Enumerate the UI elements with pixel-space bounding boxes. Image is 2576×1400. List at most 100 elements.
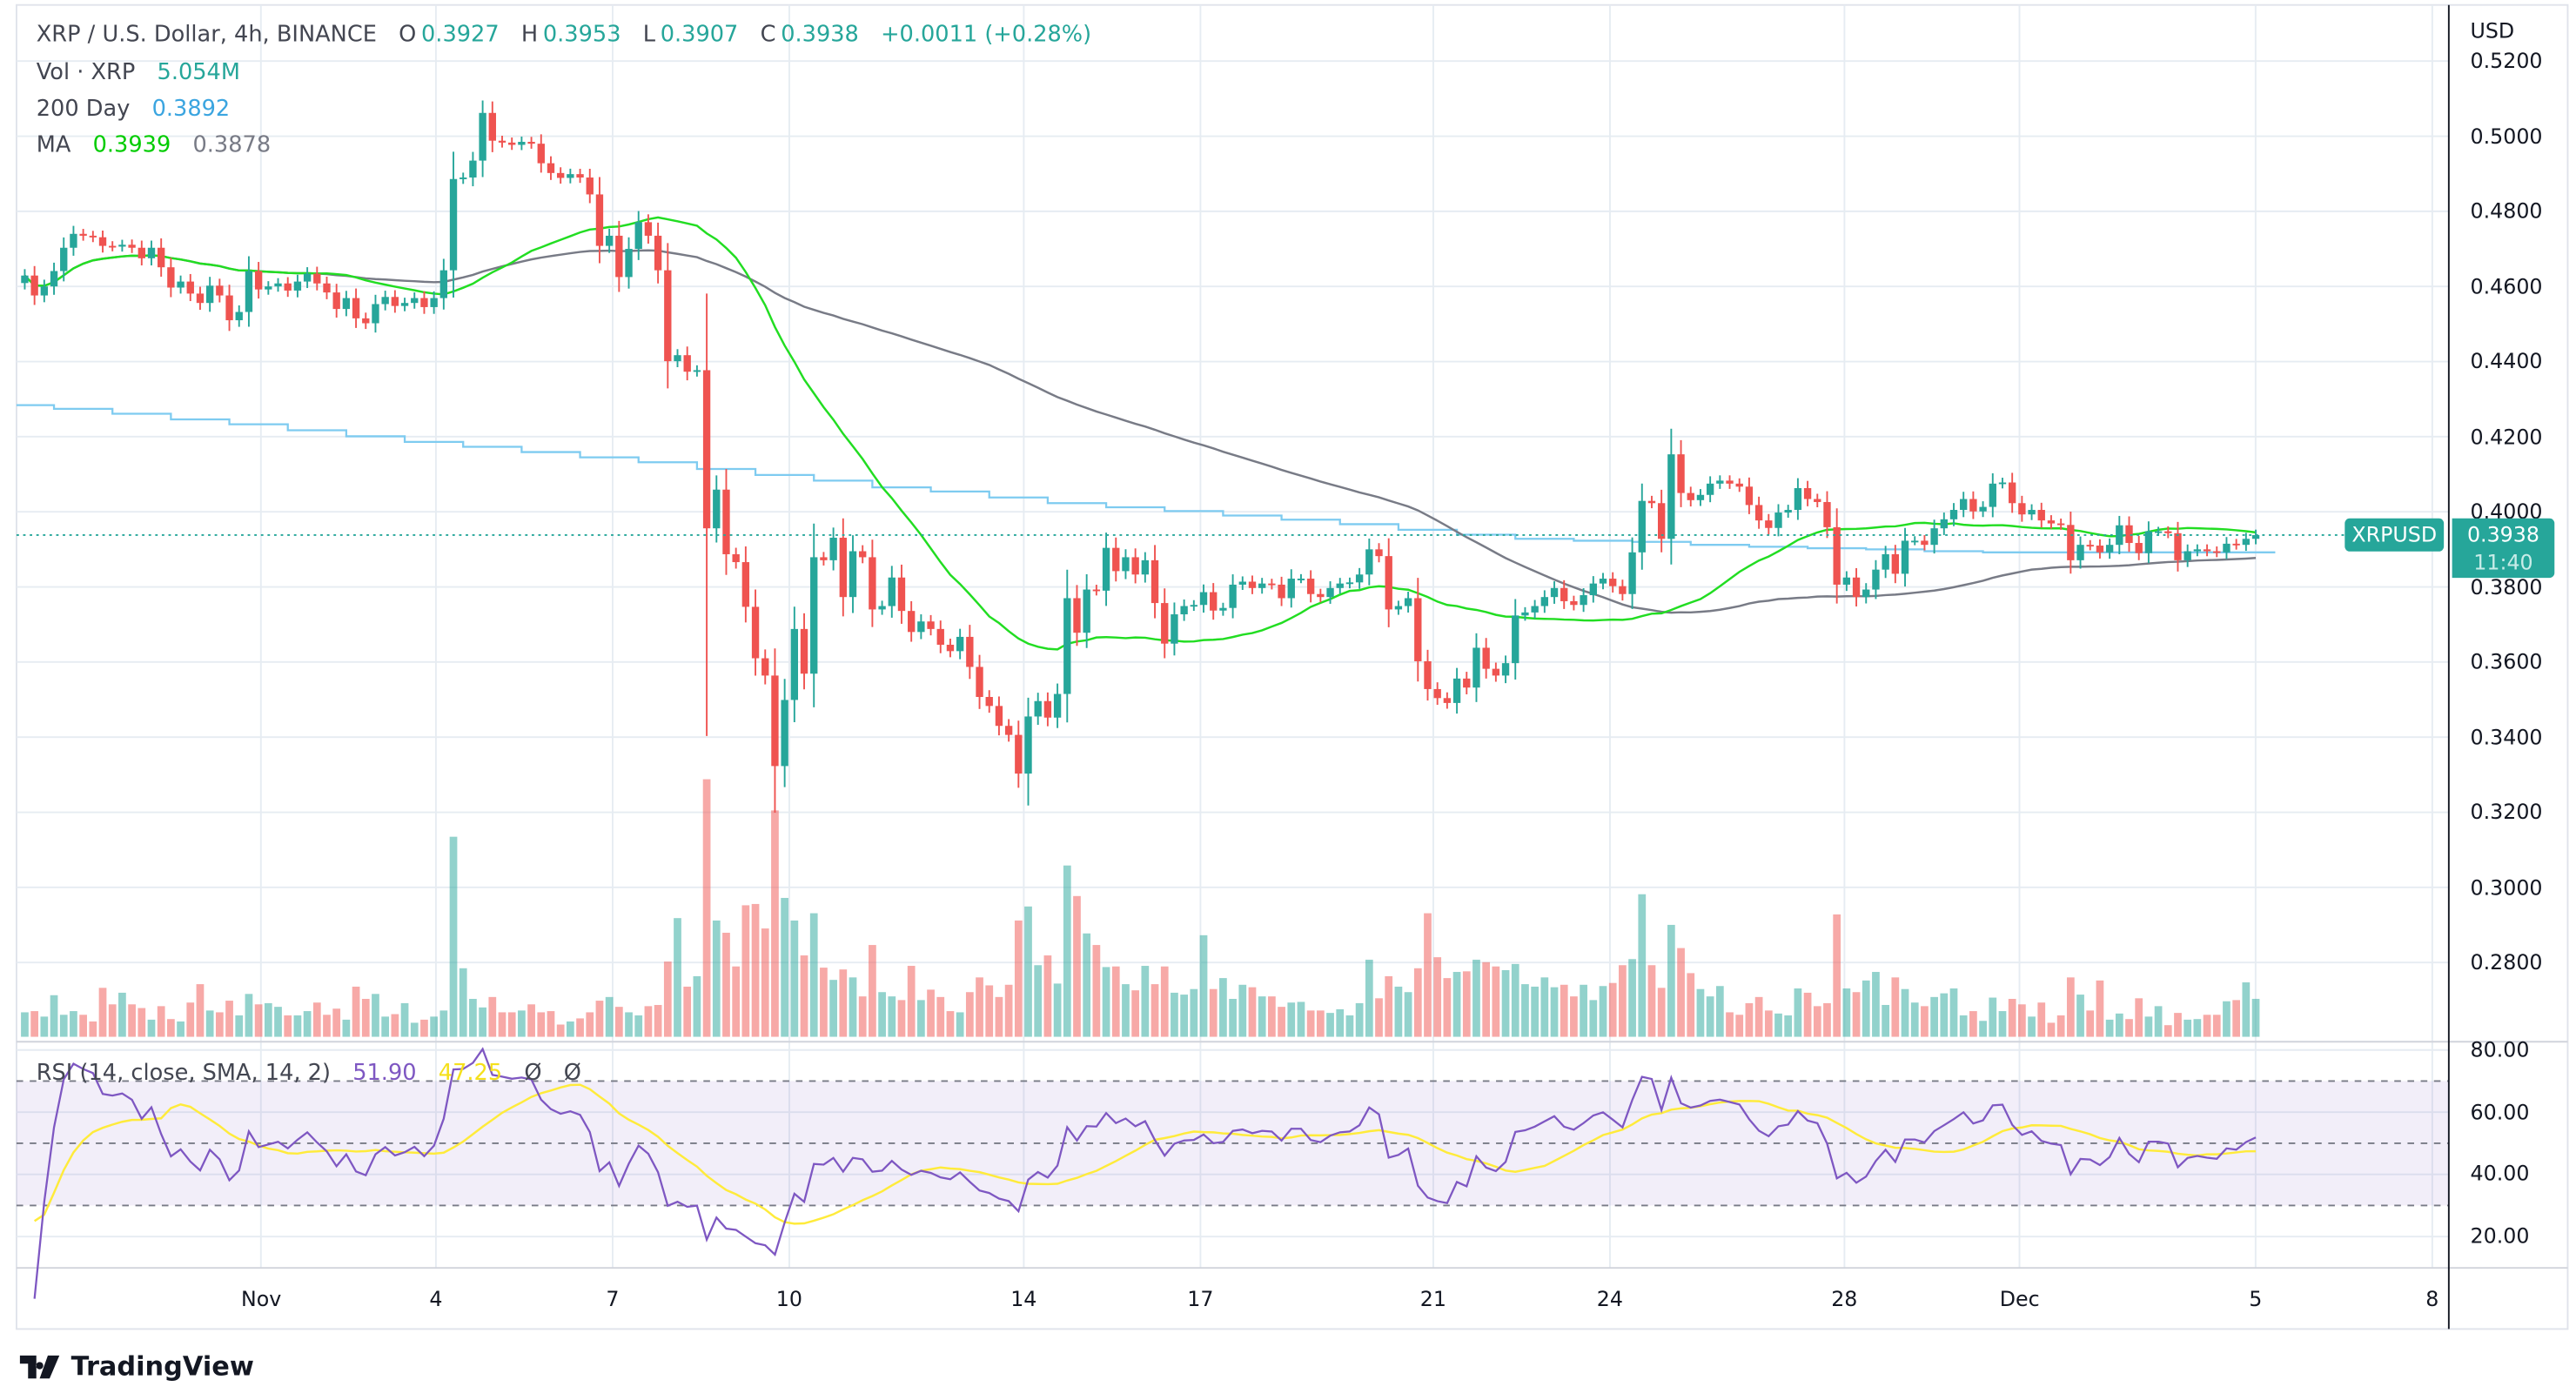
volume-bar xyxy=(1248,987,1257,1037)
ma-legend[interactable]: MA 0.3939 0.3878 xyxy=(37,132,276,158)
candle-body xyxy=(1171,614,1178,644)
volume-bar xyxy=(527,1004,535,1037)
candle-body xyxy=(1053,693,1062,718)
candle-body xyxy=(1687,492,1694,500)
volume-bar xyxy=(1687,973,1695,1037)
volume-bar xyxy=(976,977,983,1037)
volume-bar xyxy=(1921,1006,1929,1037)
volume-bar xyxy=(293,1015,302,1037)
candle-body xyxy=(2076,545,2084,560)
volume-bar xyxy=(1852,992,1861,1037)
candle-body xyxy=(976,667,983,698)
volume-bar xyxy=(1891,977,1900,1037)
candle-body xyxy=(810,557,818,674)
symbol-title[interactable]: XRP / U.S. Dollar, 4h, BINANCE xyxy=(36,21,377,49)
volume-bar xyxy=(1901,988,1909,1037)
volume-bar xyxy=(605,996,614,1037)
volume-bar xyxy=(1540,977,1549,1037)
candle-body xyxy=(674,355,681,362)
volume-bar xyxy=(702,779,711,1037)
candle-body xyxy=(1414,598,1422,661)
volume-bar xyxy=(1862,980,1870,1037)
day200-legend[interactable]: 200 Day 0.3892 xyxy=(37,96,235,122)
candle-body xyxy=(615,235,623,278)
candle-body xyxy=(2105,545,2114,553)
candle-body xyxy=(2184,551,2191,560)
volume-bar xyxy=(1531,986,1539,1037)
volume-bar xyxy=(927,989,935,1037)
candle-body xyxy=(420,298,428,307)
volume-bar xyxy=(1979,1021,1987,1037)
volume-bar xyxy=(849,977,857,1037)
volume-bar xyxy=(167,1019,175,1037)
candle-body xyxy=(1083,589,1090,633)
volume-bar xyxy=(2008,999,2016,1037)
candle-body xyxy=(225,295,233,321)
volume-bar xyxy=(1482,961,1491,1037)
volume-bar xyxy=(1150,984,1159,1037)
volume-bar xyxy=(439,1010,448,1037)
candle-body xyxy=(1394,606,1403,610)
volume-bar xyxy=(1014,920,1023,1037)
candle-body xyxy=(1589,583,1597,596)
low-label: L xyxy=(642,21,656,49)
price-tick-label: 0.3400 xyxy=(2470,724,2543,749)
candle-body xyxy=(1619,586,1627,594)
candle-body xyxy=(1657,503,1666,539)
volume-bar xyxy=(1258,996,1266,1037)
volume-bar xyxy=(225,1001,233,1037)
volume-bar xyxy=(1930,996,1938,1037)
candle-body xyxy=(2067,525,2075,560)
candle-body xyxy=(352,298,360,318)
volume-bar xyxy=(2135,998,2143,1037)
volume-bar xyxy=(1715,986,1724,1037)
candle-body xyxy=(995,706,1003,727)
candle-body xyxy=(713,489,721,529)
candle-body xyxy=(605,235,614,246)
candle-body xyxy=(1210,592,1218,611)
tradingview-logo[interactable]: TradingView xyxy=(19,1350,254,1383)
volume-bar xyxy=(654,1004,662,1037)
candle-body xyxy=(1882,553,1889,570)
last-price-label: 0.3938 11:40 xyxy=(2452,518,2555,579)
price-tick-label: 0.2800 xyxy=(2470,949,2543,975)
candle-body xyxy=(1102,547,1110,591)
volume-bar xyxy=(761,928,769,1037)
day200-value: 0.3892 xyxy=(151,96,231,123)
volume-bar xyxy=(449,836,458,1037)
candle-body xyxy=(1969,499,1977,512)
candle-body xyxy=(859,551,867,558)
rsi-legend[interactable]: RSI (14, close, SMA, 14, 2) 51.90 47.25 … xyxy=(37,1060,587,1086)
volume-bar xyxy=(381,1016,390,1037)
candle-body xyxy=(586,178,594,195)
volume-bar xyxy=(566,1021,574,1037)
volume-bar xyxy=(1171,992,1178,1037)
brand-name: TradingView xyxy=(70,1350,254,1383)
candle-body xyxy=(1911,540,1919,543)
candle-body xyxy=(1248,581,1257,588)
candle-body xyxy=(138,247,145,258)
volume-bar xyxy=(1638,894,1647,1037)
volume-bar xyxy=(1501,969,1510,1037)
volume-bar xyxy=(1842,988,1851,1037)
candle-body xyxy=(1940,519,1948,529)
volume-bar xyxy=(1833,914,1841,1037)
candle-body xyxy=(2028,510,2036,515)
volume-bar xyxy=(235,1015,244,1037)
volume-legend[interactable]: Vol · XRP 5.054M xyxy=(37,59,245,85)
tradingview-logo-icon xyxy=(19,1354,60,1378)
candle-body xyxy=(508,142,516,145)
volume-bar xyxy=(1706,996,1714,1037)
close-value: 0.3938 xyxy=(781,21,859,49)
candle-body xyxy=(2164,531,2172,533)
volume-bar xyxy=(985,985,994,1037)
volume-bar xyxy=(537,1012,546,1037)
candle-body xyxy=(790,628,799,700)
volume-bar xyxy=(1413,968,1422,1037)
candle-body xyxy=(936,628,944,646)
volume-bar xyxy=(2232,1000,2241,1037)
volume-value: 5.054M xyxy=(157,59,240,86)
volume-bar xyxy=(1141,966,1150,1037)
candle-body xyxy=(1921,540,1929,546)
